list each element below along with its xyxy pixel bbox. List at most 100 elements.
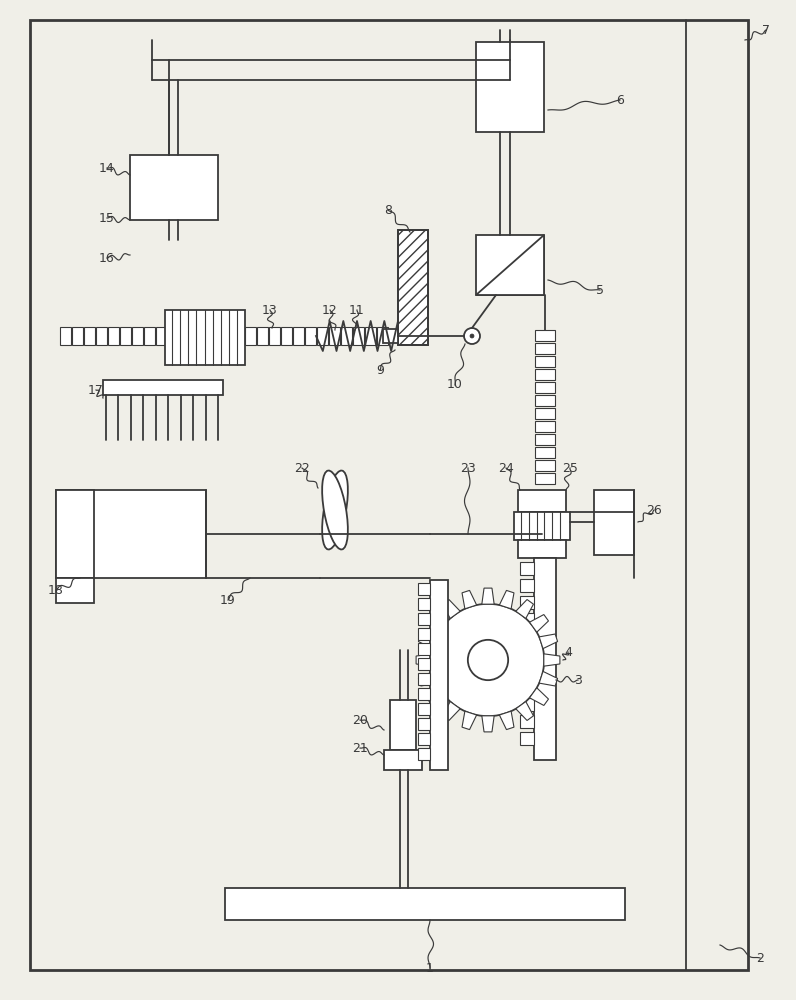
Bar <box>281 327 292 345</box>
Polygon shape <box>416 654 432 666</box>
Text: 4: 4 <box>564 646 572 658</box>
Bar <box>535 330 555 341</box>
Bar <box>418 613 430 625</box>
Text: 15: 15 <box>99 212 115 225</box>
Text: 16: 16 <box>100 251 115 264</box>
Text: 22: 22 <box>295 462 310 475</box>
Bar <box>535 395 555 406</box>
Bar <box>418 688 430 700</box>
Circle shape <box>464 328 480 344</box>
Bar <box>398 230 428 345</box>
Polygon shape <box>482 588 494 604</box>
Bar <box>365 327 376 345</box>
Text: 8: 8 <box>384 204 392 217</box>
Polygon shape <box>529 688 548 705</box>
Polygon shape <box>539 634 557 649</box>
Polygon shape <box>499 590 514 609</box>
Bar <box>520 664 534 677</box>
Text: 24: 24 <box>498 462 514 475</box>
Text: 1: 1 <box>426 962 434 974</box>
Bar <box>56 490 206 578</box>
Bar <box>476 42 544 132</box>
Bar <box>165 310 245 365</box>
Bar <box>269 327 280 345</box>
Polygon shape <box>499 711 514 730</box>
Bar <box>535 356 555 367</box>
Bar <box>520 715 534 728</box>
Text: 19: 19 <box>220 593 236 606</box>
Bar <box>476 235 544 295</box>
Bar <box>534 558 556 760</box>
Text: 10: 10 <box>447 378 463 391</box>
Bar <box>520 630 534 643</box>
Text: 18: 18 <box>48 584 64 596</box>
Bar <box>535 421 555 432</box>
Text: 12: 12 <box>322 304 338 316</box>
Bar <box>418 583 430 595</box>
Bar <box>535 447 555 458</box>
Bar <box>132 327 143 345</box>
Polygon shape <box>476 235 544 295</box>
Polygon shape <box>419 634 437 649</box>
Bar <box>418 703 430 715</box>
Bar <box>520 562 534 575</box>
Text: 2: 2 <box>756 952 764 964</box>
Bar <box>377 327 388 345</box>
Polygon shape <box>539 671 557 686</box>
Bar <box>418 598 430 610</box>
Bar <box>535 408 555 419</box>
Bar <box>518 540 566 558</box>
Bar <box>103 380 223 395</box>
Bar <box>398 230 428 345</box>
Polygon shape <box>462 711 477 730</box>
Bar <box>430 580 448 770</box>
Bar <box>293 327 304 345</box>
Polygon shape <box>529 615 548 632</box>
Bar <box>257 327 268 345</box>
Bar <box>520 732 534 745</box>
Bar <box>418 748 430 760</box>
Ellipse shape <box>322 471 348 549</box>
Text: 11: 11 <box>349 304 365 316</box>
Bar <box>156 327 167 345</box>
Bar <box>520 681 534 694</box>
Bar <box>317 327 328 345</box>
Bar <box>518 490 566 512</box>
Bar <box>305 327 316 345</box>
Bar <box>329 327 340 345</box>
Bar <box>60 327 71 345</box>
Text: 5: 5 <box>596 284 604 296</box>
Bar <box>520 647 534 660</box>
Bar <box>84 327 95 345</box>
Bar <box>520 698 534 711</box>
Text: 14: 14 <box>100 161 115 174</box>
Polygon shape <box>443 600 460 618</box>
Bar <box>72 327 83 345</box>
Polygon shape <box>443 702 460 720</box>
Bar <box>130 155 218 220</box>
Bar <box>520 579 534 592</box>
Bar <box>418 718 430 730</box>
Bar <box>384 750 422 770</box>
Bar <box>418 658 430 670</box>
Polygon shape <box>419 671 437 686</box>
Bar <box>341 327 352 345</box>
Text: 9: 9 <box>376 363 384 376</box>
Text: 17: 17 <box>88 383 104 396</box>
Bar <box>108 327 119 345</box>
Bar <box>144 327 155 345</box>
Bar <box>520 613 534 626</box>
Text: 26: 26 <box>646 504 662 516</box>
Polygon shape <box>482 716 494 732</box>
Text: 21: 21 <box>352 742 368 754</box>
Text: 25: 25 <box>562 462 578 475</box>
Bar <box>225 888 625 920</box>
Bar <box>594 490 634 555</box>
Bar <box>353 327 364 345</box>
Text: 7: 7 <box>762 23 770 36</box>
Bar <box>418 733 430 745</box>
Ellipse shape <box>322 471 348 549</box>
Bar <box>96 327 107 345</box>
Bar <box>56 578 94 603</box>
Bar <box>383 329 398 343</box>
